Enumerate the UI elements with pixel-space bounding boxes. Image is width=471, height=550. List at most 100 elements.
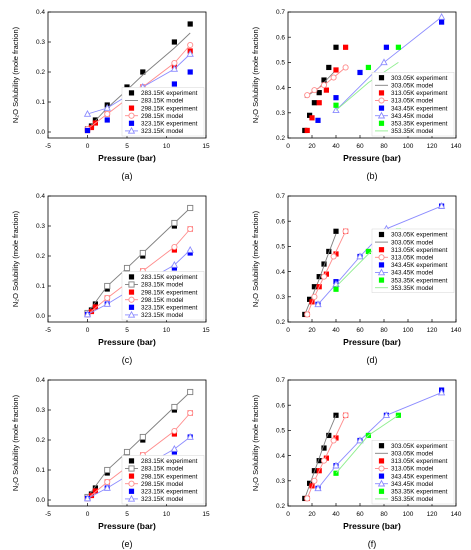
legend-label: 313.05K experiment <box>391 247 448 254</box>
legend-marker <box>378 231 385 238</box>
data-point <box>395 412 401 418</box>
legend-marker <box>378 488 385 494</box>
legend-box <box>121 271 205 321</box>
plot-series <box>302 387 446 502</box>
legend-marker <box>378 75 385 81</box>
data-point <box>104 294 111 302</box>
legend-item: 353.35K model <box>375 128 433 135</box>
legend-marker <box>128 465 135 472</box>
panel-label: (d) <box>367 355 378 365</box>
legend-label: 353.35K experiment <box>391 121 448 128</box>
y-axis-label: N₂O Solubility (mole fraction) <box>251 394 260 491</box>
legend-item: 283.15K experiment <box>128 458 198 465</box>
panel-label: (e) <box>122 539 133 549</box>
x-tick-label: 140 <box>451 143 462 150</box>
legend-marker <box>128 458 135 464</box>
data-point <box>92 304 98 310</box>
x-tick-label: 140 <box>451 511 462 518</box>
data-point <box>333 251 339 257</box>
legend-label: 353.35K model <box>391 496 433 503</box>
x-tick-label: 15 <box>202 143 210 150</box>
data-point <box>356 252 364 260</box>
data-point <box>343 44 349 50</box>
data-point <box>380 58 388 66</box>
series-line <box>335 414 399 474</box>
data-point <box>311 87 318 94</box>
legend-item: 283.15K experiment <box>128 274 198 281</box>
legend-label: 343.45K model <box>391 481 433 488</box>
legend-marker <box>128 289 135 295</box>
data-point <box>92 485 98 491</box>
data-point <box>333 44 339 50</box>
data-point <box>171 243 178 251</box>
x-tick-label: 80 <box>380 327 388 334</box>
legend-marker <box>128 105 135 111</box>
data-point <box>342 412 349 419</box>
legend-item: 323.15K model <box>125 126 183 135</box>
legend-marker <box>378 247 385 253</box>
x-tick-label: 0 <box>286 327 290 334</box>
legend-marker <box>128 473 135 479</box>
legend-label: 353.35K experiment <box>391 489 448 496</box>
legend-label: 323.15K experiment <box>141 305 198 312</box>
legend-label: 323.15K experiment <box>141 489 198 496</box>
y-axis-label: N₂O Solubility (mole fraction) <box>251 210 260 307</box>
x-tick-label: -5 <box>45 511 51 518</box>
data-point <box>92 488 98 494</box>
y-tick-label: 0.3 <box>276 294 285 301</box>
legend-label: 343.45K model <box>391 270 433 277</box>
legend-item: 298.15K experiment <box>128 473 198 480</box>
legend-label: 283.15K model <box>141 466 183 473</box>
y-tick-label: 0.4 <box>36 9 45 16</box>
legend-marker <box>128 488 135 494</box>
panel-e: -5 0 5 10 15 0.0 0.1 0.2 0.3 0.4 Pressure (bar) N₂O… <box>11 377 210 549</box>
data-point <box>320 273 328 280</box>
data-point <box>333 435 339 441</box>
series <box>304 64 349 99</box>
y-tick-label: 0.3 <box>36 223 45 230</box>
y-tick-label: 0.2 <box>276 319 285 326</box>
legend-label: 298.15K model <box>141 481 183 488</box>
x-tick-label: 20 <box>308 327 316 334</box>
legend-item: 343.45K experiment <box>378 473 448 480</box>
legend-marker <box>378 105 385 111</box>
data-point <box>83 494 92 502</box>
legend-label: 343.45K experiment <box>391 262 448 269</box>
legend-marker <box>128 112 135 119</box>
legend-item: 303.05K experiment <box>378 231 448 239</box>
data-point <box>321 445 327 451</box>
legend-label: 323.15K model <box>141 128 183 135</box>
plot-series <box>302 12 446 134</box>
legend-item: 323.15K model <box>125 494 183 503</box>
panel-label: (f) <box>368 539 377 549</box>
legend-item: 353.35K model <box>375 285 433 292</box>
y-tick-label: 0.2 <box>276 135 285 142</box>
legend-label: 313.05K model <box>391 98 433 105</box>
legend-marker <box>378 443 385 449</box>
data-point <box>315 117 321 123</box>
legend-item: 343.45K model <box>375 268 433 277</box>
legend-label: 283.15K model <box>141 282 183 289</box>
series <box>304 228 349 318</box>
y-tick-label: 0.1 <box>36 283 45 290</box>
data-point <box>170 444 179 452</box>
legend-label: 298.15K model <box>141 113 183 120</box>
legend-label: 303.05K experiment <box>391 443 448 450</box>
legend-marker <box>128 90 135 96</box>
data-point <box>171 265 177 271</box>
data-point <box>311 284 317 290</box>
x-tick-label: 5 <box>125 143 129 150</box>
legend-item: 353.35K experiment <box>378 121 448 128</box>
legend-marker <box>378 277 385 283</box>
legend-label: 353.35K model <box>391 128 433 135</box>
series-line <box>87 32 191 130</box>
panel-a: -5 0 5 10 15 0.0 0.1 0.2 0.3 0.4 Pressure (bar) N₂O… <box>11 9 210 181</box>
plot-series <box>302 202 446 318</box>
data-point <box>333 95 339 101</box>
legend-marker <box>128 480 135 487</box>
data-point <box>170 64 179 72</box>
data-point <box>342 228 349 235</box>
data-point <box>316 90 322 96</box>
